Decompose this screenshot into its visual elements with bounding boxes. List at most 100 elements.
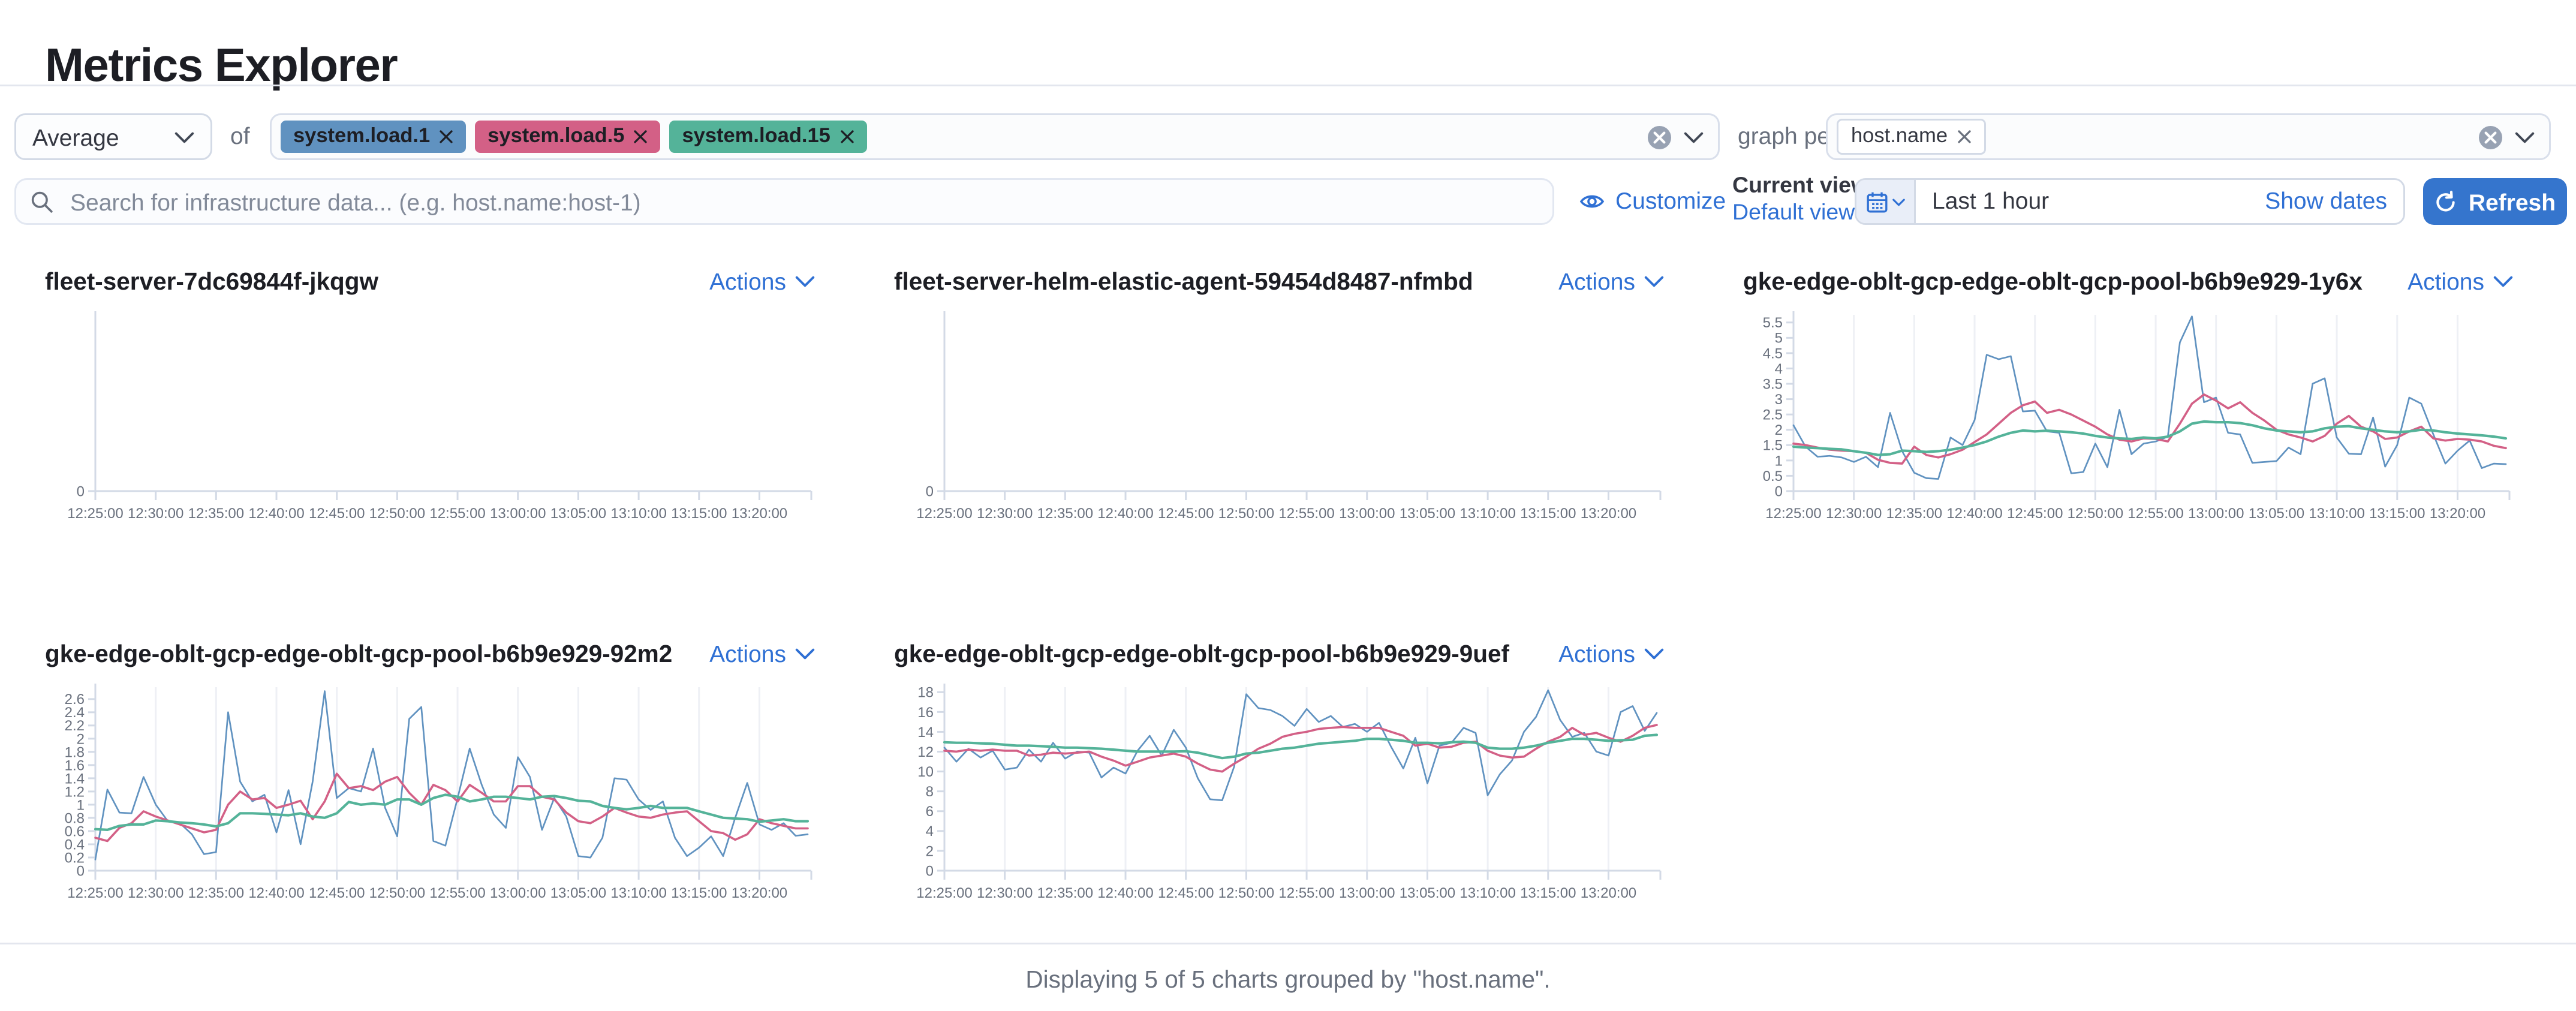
chart-plot[interactable]: 00.511.522.533.544.555.5 12:25:00 12:30:00… <box>1743 308 2513 531</box>
metric-tag: system.load.5 <box>475 121 661 153</box>
svg-text:12:40:00: 12:40:00 <box>248 885 304 901</box>
svg-text:12:35:00: 12:35:00 <box>1037 506 1093 522</box>
svg-text:12:25:00: 12:25:00 <box>916 885 972 901</box>
svg-text:1: 1 <box>1775 453 1783 469</box>
time-range-value[interactable]: Last 1 hour <box>1932 187 2050 214</box>
close-icon[interactable] <box>1957 130 1971 144</box>
svg-text:12:45:00: 12:45:00 <box>1158 506 1214 522</box>
svg-text:13:05:00: 13:05:00 <box>1400 885 1455 901</box>
group-by-tag: host.name <box>1837 119 1986 155</box>
svg-text:12:55:00: 12:55:00 <box>429 885 485 901</box>
clear-icon[interactable] <box>2479 125 2502 149</box>
svg-text:13:00:00: 13:00:00 <box>1339 885 1395 901</box>
svg-text:12:50:00: 12:50:00 <box>2068 506 2123 522</box>
chart-plot[interactable]: 00.20.40.60.811.21.41.61.822.22.42.6 12:2… <box>45 680 815 910</box>
svg-text:4: 4 <box>926 823 934 840</box>
chart-actions-label: Actions <box>1558 267 1635 294</box>
svg-text:13:05:00: 13:05:00 <box>1400 506 1455 522</box>
svg-text:13:05:00: 13:05:00 <box>550 885 606 901</box>
chart-actions-label: Actions <box>2408 267 2484 294</box>
close-icon[interactable] <box>839 130 854 144</box>
svg-text:12:25:00: 12:25:00 <box>67 506 123 522</box>
svg-text:12:30:00: 12:30:00 <box>128 885 183 901</box>
group-by-tag-label: host.name <box>1851 126 1948 148</box>
chart-plot[interactable]: 012:25:00 12:30:00 12:35:00 12:40:00 12:45:0… <box>894 308 1664 531</box>
view-picker: Current view Default view <box>1732 173 1868 227</box>
svg-text:10: 10 <box>917 764 934 780</box>
svg-text:13:05:00: 13:05:00 <box>2249 506 2304 522</box>
metric-tag: system.load.1 <box>281 121 467 153</box>
svg-text:12:25:00: 12:25:00 <box>67 885 123 901</box>
svg-text:12:25:00: 12:25:00 <box>1765 506 1821 522</box>
show-dates-button[interactable]: Show dates <box>2265 187 2387 214</box>
svg-text:4.5: 4.5 <box>1763 345 1783 362</box>
svg-text:12:50:00: 12:50:00 <box>369 885 425 901</box>
metrics-combobox[interactable]: system.load.1 system.load.5 system.load.… <box>270 113 1720 160</box>
svg-text:16: 16 <box>917 705 934 721</box>
svg-text:13:15:00: 13:15:00 <box>2369 506 2425 522</box>
chevron-down-icon[interactable] <box>2515 131 2535 143</box>
chart-title: gke-edge-oblt-gcp-edge-oblt-gcp-pool-b6b… <box>894 639 1510 667</box>
footer-divider <box>0 943 2576 944</box>
svg-text:12:30:00: 12:30:00 <box>977 506 1033 522</box>
svg-text:12:45:00: 12:45:00 <box>2007 506 2063 522</box>
svg-text:13:10:00: 13:10:00 <box>610 506 666 522</box>
svg-text:13:15:00: 13:15:00 <box>671 506 727 522</box>
svg-text:12:55:00: 12:55:00 <box>1278 506 1334 522</box>
chart-actions-label: Actions <box>709 639 786 667</box>
chart-actions-link[interactable]: Actions <box>1558 640 1664 667</box>
default-view-link[interactable]: Default view <box>1732 200 1855 225</box>
chart-actions-link[interactable]: Actions <box>2408 267 2513 294</box>
svg-text:13:10:00: 13:10:00 <box>2309 506 2364 522</box>
svg-text:8: 8 <box>926 784 934 800</box>
svg-text:13:20:00: 13:20:00 <box>2430 506 2485 522</box>
chevron-down-icon[interactable] <box>1684 131 1704 143</box>
metric-tag-label: system.load.1 <box>293 126 431 148</box>
chevron-down-icon <box>1644 275 1664 286</box>
chart-actions-link[interactable]: Actions <box>1558 267 1664 294</box>
chart-plot[interactable]: 012:25:00 12:30:00 12:35:00 12:40:00 12:45:0… <box>45 308 815 531</box>
svg-text:12:35:00: 12:35:00 <box>188 506 244 522</box>
graph-per-label: graph per <box>1738 122 1838 149</box>
svg-text:13:20:00: 13:20:00 <box>1581 506 1636 522</box>
svg-text:13:20:00: 13:20:00 <box>732 506 787 522</box>
chart-block: gke-edge-oblt-gcp-edge-oblt-gcp-pool-b6b… <box>45 637 815 919</box>
aggregation-select[interactable]: Average <box>14 113 212 160</box>
chart-block: gke-edge-oblt-gcp-edge-oblt-gcp-pool-b6b… <box>1743 264 2513 540</box>
svg-text:3.5: 3.5 <box>1763 376 1783 392</box>
graph-per-combobox[interactable]: host.name <box>1826 113 2551 160</box>
chevron-down-icon <box>2493 275 2513 286</box>
svg-text:0.4: 0.4 <box>65 837 85 853</box>
svg-text:2.2: 2.2 <box>65 718 85 734</box>
chart-actions-link[interactable]: Actions <box>709 267 815 294</box>
svg-text:1: 1 <box>77 797 85 813</box>
svg-text:1.5: 1.5 <box>1763 438 1783 454</box>
quick-select-button[interactable] <box>1856 180 1916 223</box>
svg-text:12:30:00: 12:30:00 <box>1826 506 1882 522</box>
customize-button[interactable]: Customize <box>1579 178 1726 225</box>
clear-icon[interactable] <box>1648 125 1671 149</box>
chart-actions-link[interactable]: Actions <box>709 640 815 667</box>
chevron-down-icon <box>795 648 815 658</box>
close-icon[interactable] <box>633 130 648 144</box>
metric-tags: system.load.1 system.load.5 system.load.… <box>281 121 1648 153</box>
svg-text:12:40:00: 12:40:00 <box>248 506 304 522</box>
svg-text:18: 18 <box>917 685 934 701</box>
svg-text:2: 2 <box>926 843 934 859</box>
svg-text:6: 6 <box>926 804 934 820</box>
aggregation-value: Average <box>32 123 119 151</box>
search-input[interactable] <box>67 186 1538 217</box>
group-by-tags: host.name <box>1837 119 2479 155</box>
refresh-button[interactable]: Refresh <box>2423 178 2567 225</box>
svg-text:12:40:00: 12:40:00 <box>1946 506 2002 522</box>
svg-text:12:50:00: 12:50:00 <box>1218 885 1274 901</box>
svg-text:13:15:00: 13:15:00 <box>671 885 727 901</box>
svg-text:12:30:00: 12:30:00 <box>128 506 183 522</box>
metric-tag-label: system.load.5 <box>487 126 625 148</box>
search-field[interactable] <box>14 178 1554 225</box>
charts-grid: fleet-server-7dc69844f-jkqgw Actions 0 12:2… <box>45 264 2513 919</box>
close-icon[interactable] <box>439 130 453 144</box>
svg-text:14: 14 <box>917 724 934 741</box>
svg-text:0: 0 <box>926 483 934 500</box>
